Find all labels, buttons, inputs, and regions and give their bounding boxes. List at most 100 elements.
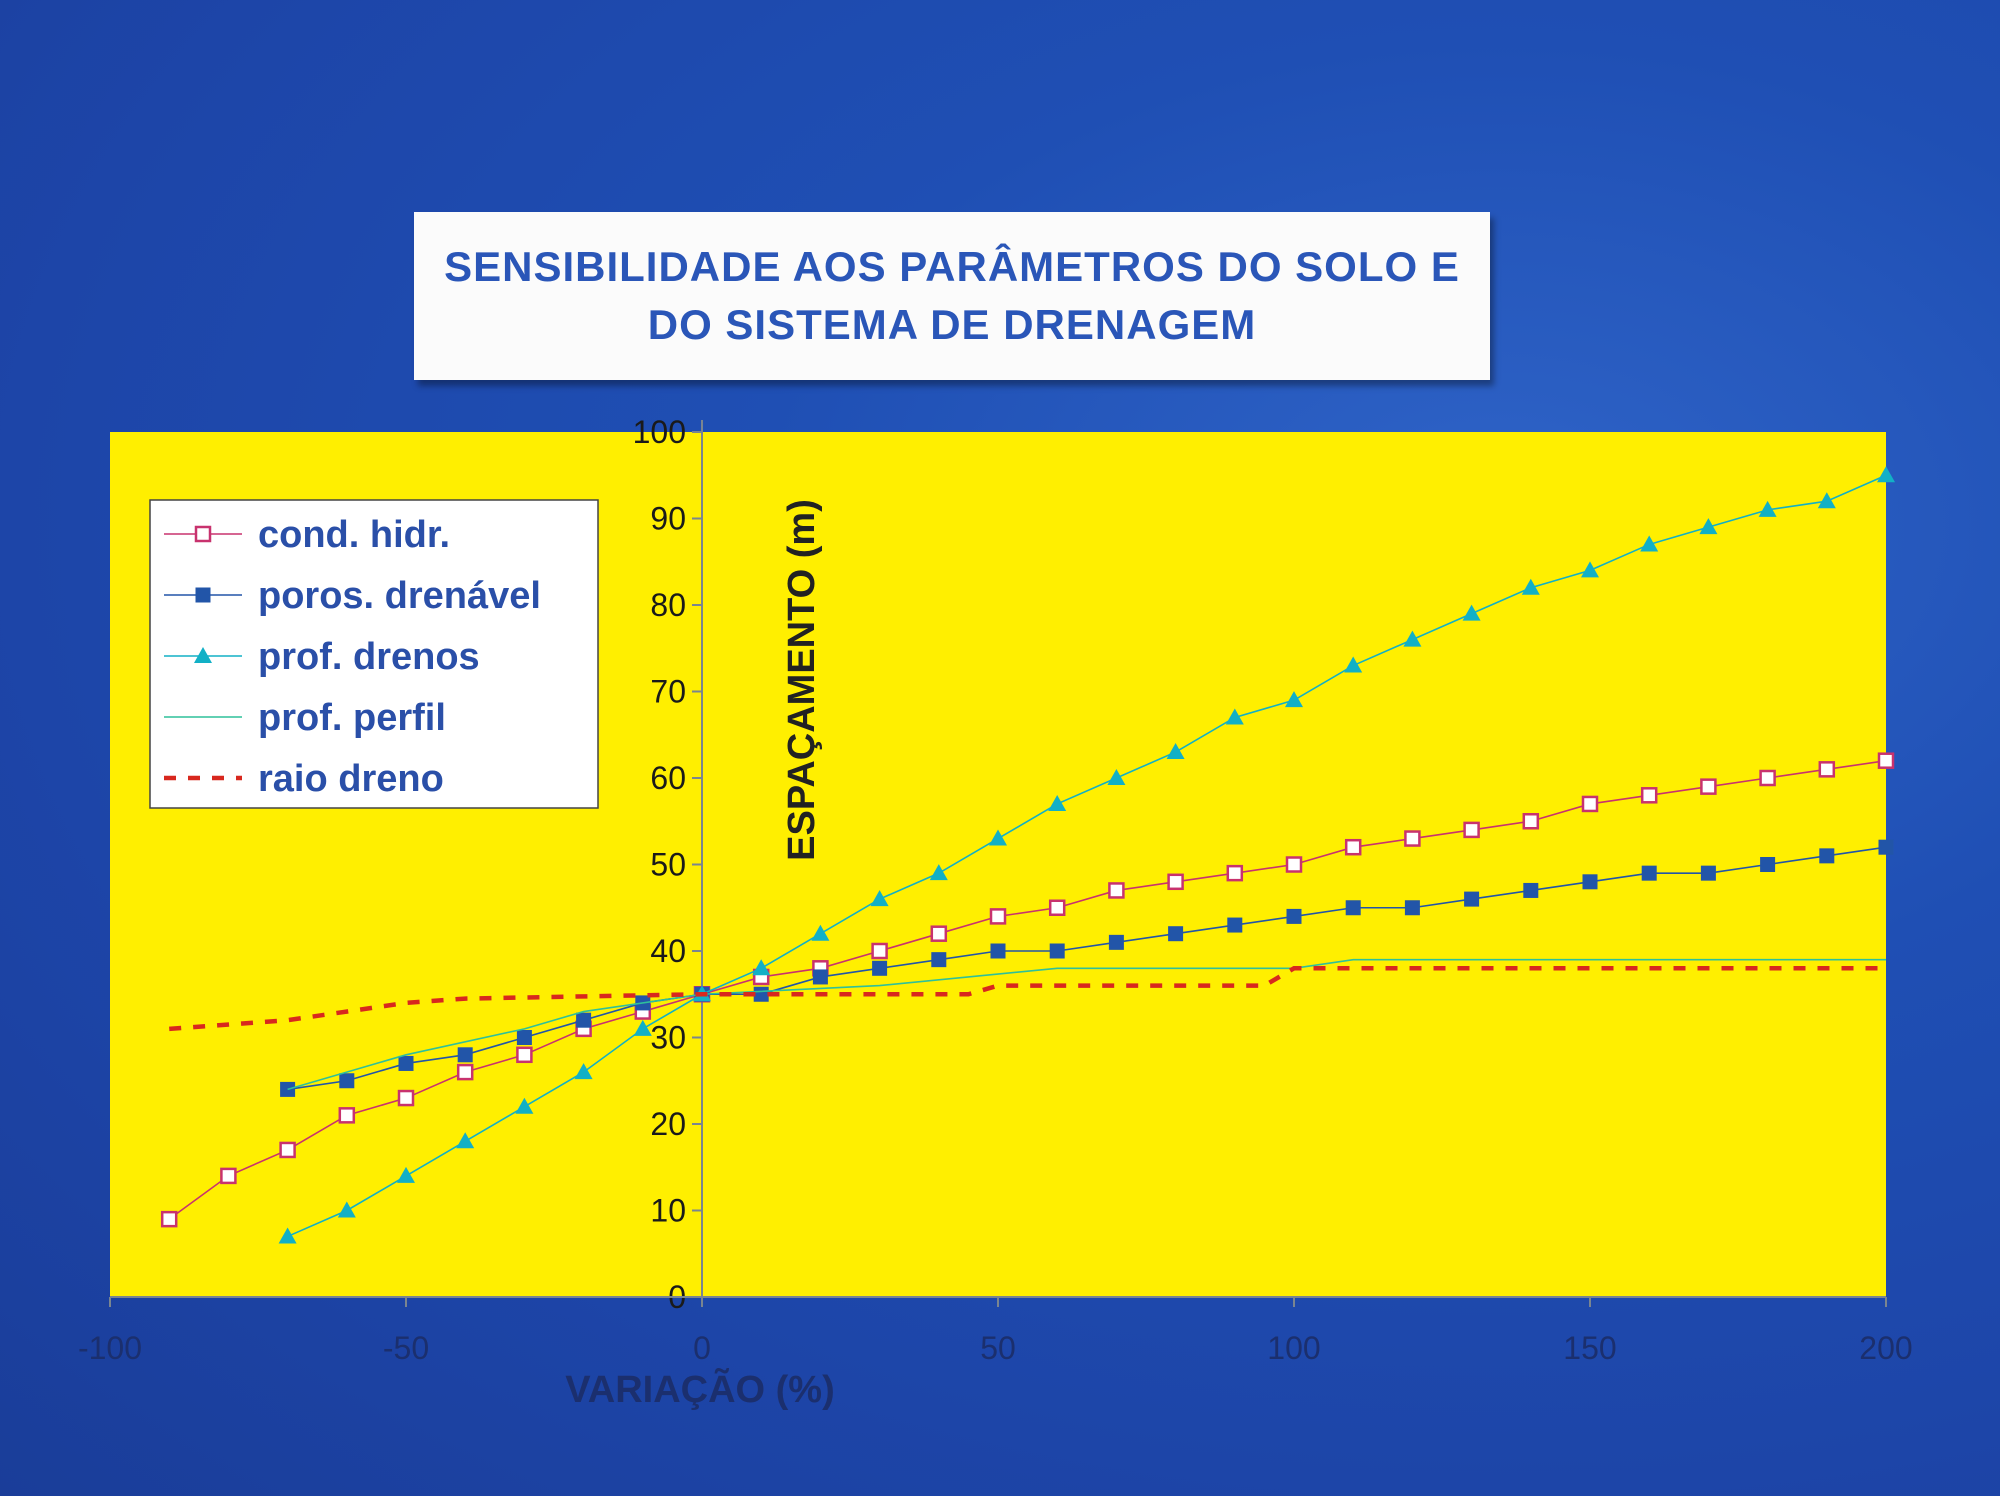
series-line: [169, 966, 1886, 1032]
data-point-open-square: [930, 925, 948, 942]
x-axis: -100 -50 0 50 100 150 200: [78, 1296, 1913, 1366]
data-point-open-square: [1700, 778, 1717, 795]
data-point-triangle: [1817, 492, 1836, 509]
data-point-triangle: [1166, 743, 1185, 760]
data-point-triangle: [278, 1227, 297, 1244]
data-point-open-square: [1344, 838, 1362, 856]
data-point-filled-square: [931, 952, 947, 968]
series-cond-hidr: [160, 752, 1895, 1228]
data-point-triangle: [337, 1201, 356, 1218]
data-point-filled-square: [1523, 882, 1539, 898]
legend-box: [149, 499, 599, 809]
series-line: [168, 759, 1887, 1220]
data-point-triangle: [574, 1063, 593, 1080]
data-point-triangle: [1758, 500, 1777, 517]
y-tick-label: 70: [650, 674, 686, 710]
legend-item-raio-dreno: raio dreno: [164, 758, 444, 800]
data-point-filled-square: [1049, 943, 1065, 959]
data-point-filled-square: [753, 986, 769, 1002]
data-point-triangle: [989, 829, 1007, 846]
y-tick-label: 50: [650, 847, 686, 883]
data-point-triangle: [1581, 561, 1599, 578]
legend: cond. hidr. poros. drenável prof. drenos pr…: [149, 499, 599, 809]
legend-item-cond-hidr: cond. hidr.: [164, 514, 450, 556]
data-point-open-square: [989, 908, 1007, 925]
x-tick-label: 200: [1859, 1330, 1912, 1366]
data-point-filled-square: [1464, 891, 1480, 907]
data-point-triangle: [1048, 794, 1067, 811]
x-tick-label: -50: [383, 1330, 429, 1366]
data-point-triangle: [1107, 769, 1126, 785]
chart-title-line-2: DO SISTEMA DE DRENAGEM: [647, 301, 1257, 348]
series-poros-drenavel: [280, 839, 1894, 1097]
data-point-open-square: [220, 1167, 237, 1185]
data-point-filled-square: [872, 960, 888, 976]
data-point-open-square: [1463, 821, 1480, 839]
data-point-triangle: [397, 1166, 415, 1183]
data-point-open-square: [1167, 873, 1184, 891]
series-raio-dreno: [169, 966, 1886, 1032]
chart-title-line-1: SENSIBILIDADE AOS PARÂMETROS DO SOLO E: [444, 243, 1460, 290]
data-point-open-square: [338, 1107, 356, 1124]
data-point-filled-square: [1404, 900, 1420, 916]
data-point-open-square: [1404, 830, 1421, 847]
data-point-filled-square: [1641, 865, 1657, 881]
x-tick-label: 50: [980, 1330, 1016, 1366]
data-point-triangle: [456, 1132, 475, 1149]
data-point-filled-square: [812, 969, 828, 985]
legend-label: prof. perfil: [258, 697, 446, 739]
data-point-open-square: [1640, 787, 1658, 804]
data-point-filled-square: [1819, 848, 1835, 864]
data-point-triangle: [811, 924, 830, 941]
legend-label: poros. drenável: [258, 575, 541, 617]
data-point-triangle: [1640, 535, 1659, 552]
x-tick-label: 150: [1563, 1330, 1616, 1366]
data-point-open-square: [160, 1210, 178, 1228]
data-point-filled-square: [516, 1030, 532, 1045]
y-tick-label: 20: [650, 1106, 686, 1142]
data-point-triangle: [1403, 630, 1422, 647]
x-tick-label: 100: [1267, 1330, 1320, 1366]
y-tick-label: 80: [650, 587, 686, 623]
legend-item-prof-perfil: prof. perfil: [164, 697, 446, 739]
data-point-filled-square: [1286, 908, 1302, 924]
y-tick-label: 90: [650, 501, 686, 537]
data-point-triangle: [1521, 578, 1540, 595]
data-point-triangle: [1877, 466, 1895, 483]
data-point-open-square: [279, 1141, 296, 1159]
data-point-open-square: [194, 525, 212, 543]
data-point-filled-square: [1582, 874, 1598, 890]
series-line: [287, 958, 1886, 1091]
data-point-open-square: [1226, 864, 1244, 882]
data-point-open-square: [1581, 795, 1599, 813]
data-point-filled-square: [1227, 917, 1243, 933]
data-point-filled-square: [398, 1055, 414, 1071]
y-tick-label: 60: [650, 760, 686, 796]
chart-title-box: SENSIBILIDADE AOS PARÂMETROS DO SOLO E D…: [414, 212, 1490, 380]
data-point-open-square: [456, 1063, 474, 1081]
data-point-triangle: [870, 890, 889, 907]
data-point-open-square: [1285, 856, 1303, 873]
data-point-filled-square: [1108, 934, 1124, 950]
data-point-open-square: [1818, 761, 1836, 778]
series-container: [160, 466, 1895, 1244]
series-prof-perfil: [287, 958, 1886, 1091]
legend-item-poros-drenavel: poros. drenável: [164, 575, 541, 617]
data-point-open-square: [516, 1046, 533, 1064]
data-point-triangle: [1225, 708, 1244, 725]
x-tick-label: 0: [693, 1330, 711, 1366]
data-point-filled-square: [1168, 926, 1184, 942]
x-tick-label: -100: [78, 1330, 142, 1366]
legend-label: cond. hidr.: [258, 514, 450, 556]
data-point-filled-square: [990, 943, 1006, 959]
data-point-triangle: [1462, 604, 1481, 621]
data-point-open-square: [1877, 752, 1895, 769]
data-point-triangle: [1285, 691, 1303, 708]
y-tick-label: 30: [650, 1020, 686, 1056]
data-point-filled-square: [457, 1047, 473, 1063]
data-point-filled-square: [1760, 857, 1776, 872]
data-point-open-square: [1522, 813, 1540, 830]
data-point-filled-square: [1878, 839, 1894, 855]
y-tick-label: 100: [633, 414, 686, 450]
